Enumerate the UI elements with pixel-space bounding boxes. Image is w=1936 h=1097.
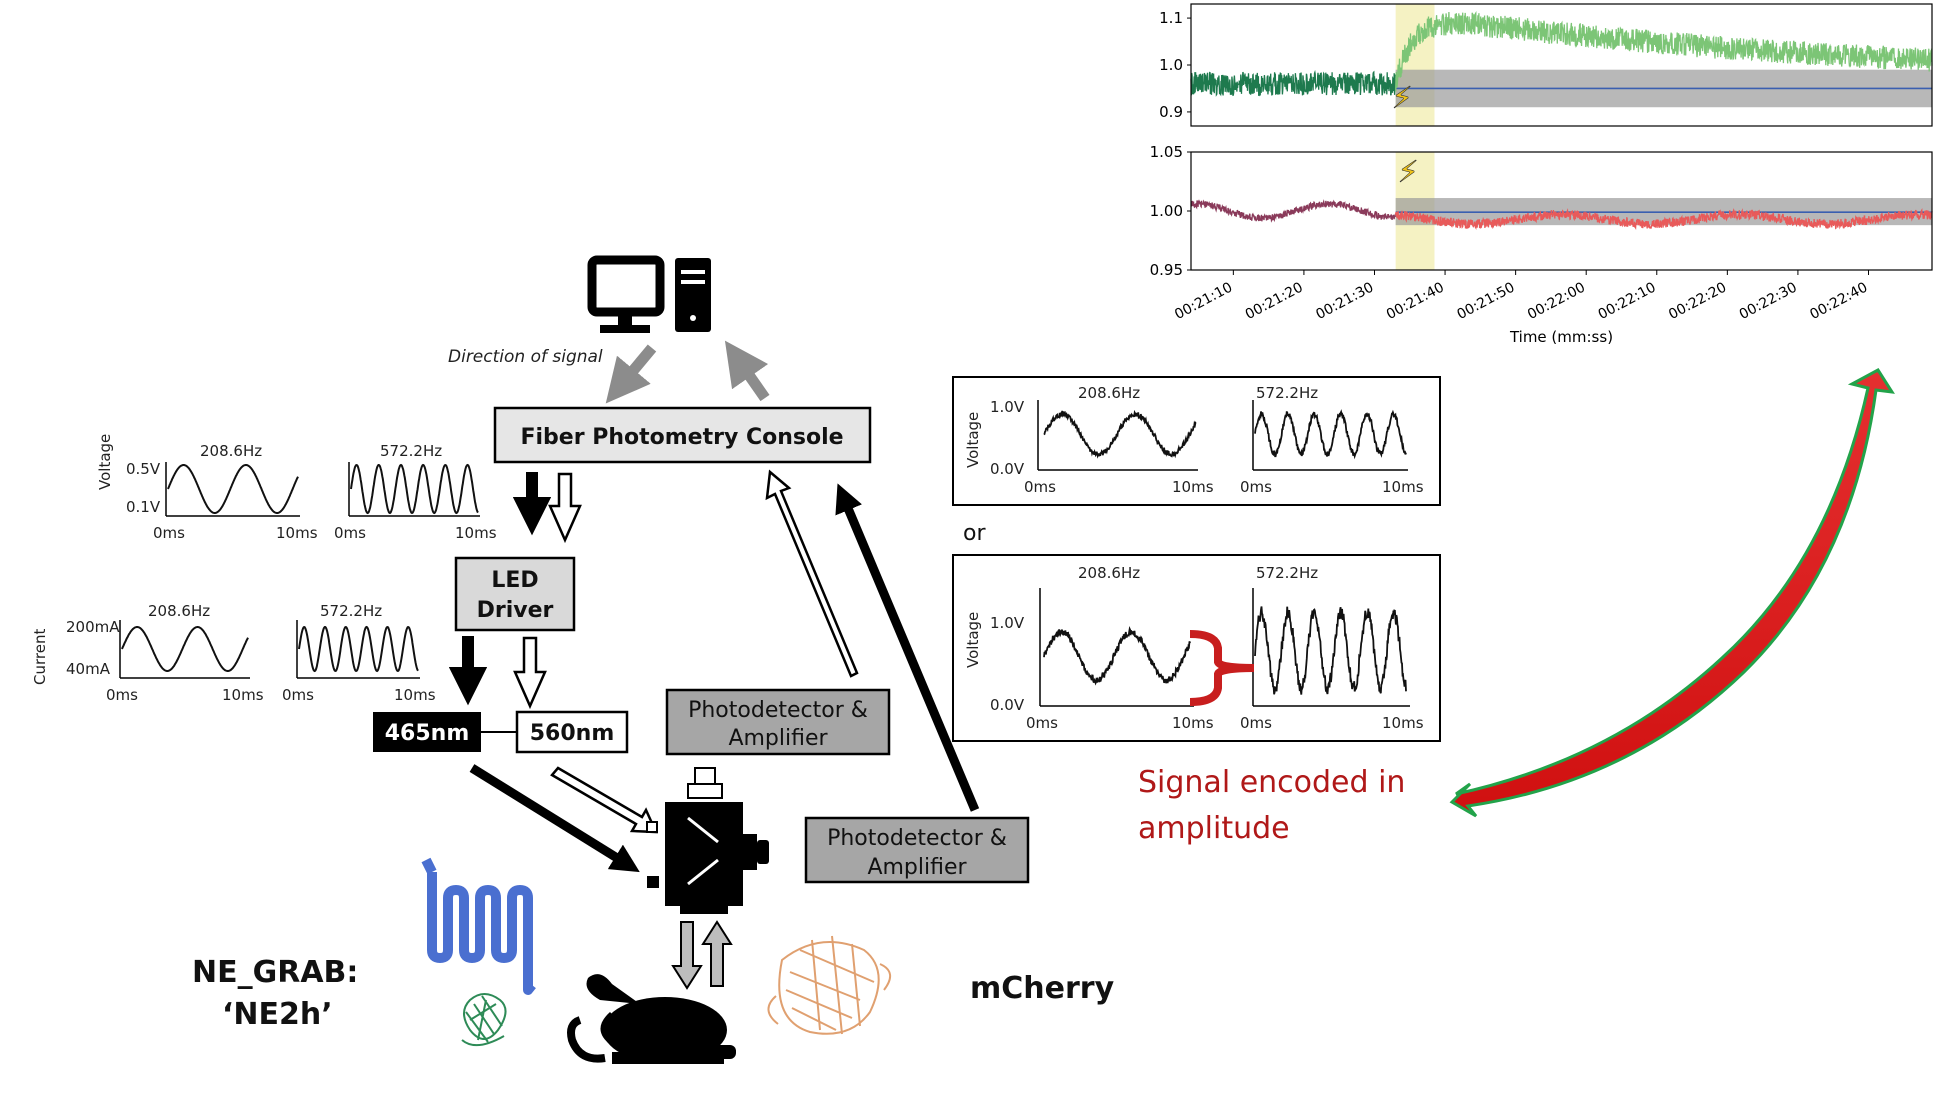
freq1-current-label: 208.6Hz <box>148 602 210 620</box>
chart-xtick-label: 00:22:40 <box>1807 279 1870 323</box>
i-hi-label: 200mA <box>66 618 120 636</box>
i-t1-a: 10ms <box>222 686 264 704</box>
i-t1-b: 10ms <box>394 686 436 704</box>
chart-xtick-label: 00:22:20 <box>1666 279 1729 323</box>
rec2-freq1: 208.6Hz <box>1078 564 1140 582</box>
stim-bolt-icon-2: ⚡ <box>1398 155 1419 190</box>
rec1-t0b: 0ms <box>1240 478 1272 496</box>
rec2-freq2: 572.2Hz <box>1256 564 1318 582</box>
trace-chart-1: 0.9 1.0 1.1 ⚡ <box>1159 4 1932 126</box>
fiber-arrow-down <box>673 922 701 988</box>
voltage-axis-label: Voltage <box>96 434 114 490</box>
direction-label: Direction of signal <box>448 347 603 367</box>
ne-grab-sensor-icon <box>426 860 532 1045</box>
chart-xtick-label: 00:21:40 <box>1384 279 1447 323</box>
rec2-t0b: 0ms <box>1240 714 1272 732</box>
rec2-vlo: 0.0V <box>990 696 1025 714</box>
recorded-panel-2: Voltage 208.6Hz 572.2Hz 1.0V 0.0V 0ms 10… <box>953 555 1440 741</box>
trace-chart-2: 0.951.001.05 00:21:10 00:21:20 00:21:30 00:… <box>1150 143 1932 346</box>
chart-xtick-label: 00:22:10 <box>1596 279 1659 323</box>
freq2-label: 572.2Hz <box>380 442 442 460</box>
led-driver-line1: LED <box>491 568 538 593</box>
voltage-wave-208 <box>168 465 298 513</box>
recorded-panel-1: Voltage 208.6Hz 572.2Hz 1.0V 0.0V 0ms 10… <box>953 377 1440 505</box>
computer-icon <box>592 258 711 333</box>
chart-ytick: 1.00 <box>1150 202 1183 220</box>
voltage-wave-572 <box>351 465 478 513</box>
rec1-axis: Voltage <box>964 412 982 468</box>
voltage-input-plots: Voltage 208.6Hz 572.2Hz 0.5V 0.1V 0ms 10… <box>96 434 497 542</box>
rec1-vhi: 1.0V <box>990 398 1025 416</box>
v-t1-b: 10ms <box>455 524 497 542</box>
current-wave-572 <box>299 627 418 671</box>
rec1-freq1: 208.6Hz <box>1078 384 1140 402</box>
filter-cube <box>647 768 769 914</box>
v-lo-label: 0.1V <box>126 498 161 516</box>
arrow-up-to-computer <box>735 355 765 398</box>
chart-xtick-label: 00:21:50 <box>1454 279 1517 323</box>
rec1-freq2: 572.2Hz <box>1256 384 1318 402</box>
chart-xtick-label: 00:21:20 <box>1243 279 1306 323</box>
v-t0-a: 0ms <box>153 524 185 542</box>
sensor-ne-line2: ‘NE2h’ <box>222 997 333 1032</box>
v-t1-a: 10ms <box>276 524 318 542</box>
chart-xlabel: Time (mm:ss) <box>1509 328 1613 346</box>
rec1-t1b: 10ms <box>1382 478 1424 496</box>
chart-ytick: 0.9 <box>1159 103 1183 121</box>
annotation-line2: amplitude <box>1138 811 1290 846</box>
console-title: Fiber Photometry Console <box>520 425 843 450</box>
mcherry-icon <box>768 936 890 1034</box>
sensor-ne-line1: NE_GRAB: <box>192 955 358 990</box>
rec2-t0a: 0ms <box>1026 714 1058 732</box>
led-560-label: 560nm <box>530 721 615 746</box>
rec2-axis: Voltage <box>964 612 982 668</box>
freq1-label: 208.6Hz <box>200 442 262 460</box>
rec1-t0a: 0ms <box>1024 478 1056 496</box>
i-t0-a: 0ms <box>106 686 138 704</box>
arrow-465-cube <box>472 768 630 866</box>
rec2-t1a: 10ms <box>1172 714 1214 732</box>
rec1-t1a: 10ms <box>1172 478 1214 496</box>
i-lo-label: 40mA <box>66 660 111 678</box>
chart-xtick-label: 00:21:10 <box>1172 279 1235 323</box>
fiber-arrow-up <box>703 922 731 986</box>
chart-xtick-label: 00:22:00 <box>1525 279 1588 323</box>
photodetector-top-line1: Photodetector & <box>688 698 868 723</box>
curved-result-arrow <box>1452 370 1892 816</box>
i-t0-b: 0ms <box>282 686 314 704</box>
photodetector-right-line1: Photodetector & <box>827 826 1007 851</box>
chart-ytick: 0.95 <box>1150 261 1183 279</box>
or-label: or <box>963 521 986 546</box>
rec2-t1b: 10ms <box>1382 714 1424 732</box>
chart-ytick: 1.05 <box>1150 143 1183 161</box>
chart-xtick-label: 00:22:30 <box>1737 279 1800 323</box>
arrow-console-led-hollow <box>550 474 580 540</box>
current-input-plots: Current 208.6Hz 572.2Hz 200mA 40mA 0ms 1… <box>31 602 436 704</box>
annotation-line1: Signal encoded in <box>1138 765 1405 800</box>
current-axis-label: Current <box>31 629 49 685</box>
current-wave-208 <box>122 627 248 671</box>
v-t0-b: 0ms <box>334 524 366 542</box>
photodetector-top-line2: Amplifier <box>728 726 828 751</box>
mouse-icon <box>571 974 736 1064</box>
freq2-current-label: 572.2Hz <box>320 602 382 620</box>
photodetector-right-line2: Amplifier <box>867 855 967 880</box>
chart-xtick-label: 00:21:30 <box>1313 279 1376 323</box>
rec2-vhi: 1.0V <box>990 614 1025 632</box>
sensor-mcherry-label: mCherry <box>970 971 1115 1006</box>
chart-ytick: 1.0 <box>1159 56 1183 74</box>
arrow-led-560 <box>515 638 545 706</box>
stim-bolt-icon-1: ⚡ <box>1392 81 1413 116</box>
v-hi-label: 0.5V <box>126 460 161 478</box>
rec1-vlo: 0.0V <box>990 460 1025 478</box>
led-465-label: 465nm <box>385 721 470 746</box>
led-driver-line2: Driver <box>477 598 554 623</box>
chart-ytick: 1.1 <box>1159 9 1183 27</box>
arrow-down-to-console <box>617 348 652 390</box>
